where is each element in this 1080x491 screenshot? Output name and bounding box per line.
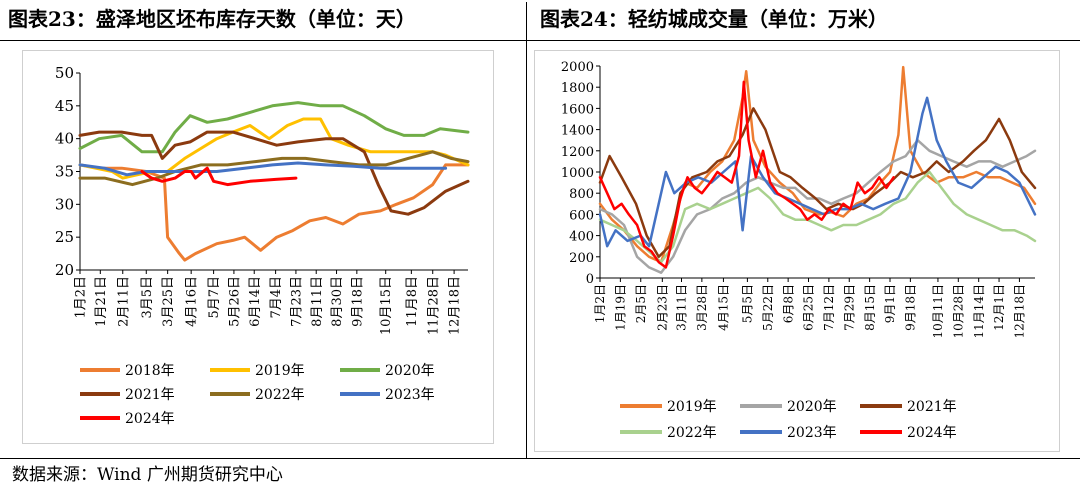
right-x-tick-label: 2月5日	[634, 284, 648, 323]
right-x-tick-label: 9月1日	[883, 284, 897, 323]
left-x-tick-label: 4月16日	[185, 276, 200, 327]
right-legend-label: 2020年	[787, 399, 837, 415]
right-y-tick-label: 400	[569, 230, 594, 245]
left-x-tick-label: 3月5日	[140, 276, 155, 319]
left-y-tick-label: 40	[55, 130, 74, 148]
right-y-tick-label: 1400	[561, 124, 594, 139]
right-x-tick-label: 4月15日	[717, 284, 731, 331]
right-y-tick-label: 200	[569, 251, 594, 266]
left-y-tick-label: 20	[55, 261, 74, 279]
left-series-line	[78, 150, 470, 187]
left-x-tick-label: 8月11日	[310, 276, 325, 327]
right-x-tick-label: 9月18日	[904, 284, 918, 331]
right-x-tick-label: 3月11日	[675, 284, 689, 331]
bottom-rule	[0, 458, 1080, 459]
right-series-line	[598, 107, 1037, 259]
right-y-tick-label: 1200	[561, 145, 594, 160]
panel-divider	[526, 2, 527, 458]
right-series-line	[598, 80, 895, 269]
left-x-tick-label: 3月25日	[161, 276, 176, 327]
left-legend-label: 2023年	[385, 387, 435, 403]
left-series-line	[78, 101, 470, 154]
left-x-tick-label: 11月28日	[426, 276, 441, 335]
right-series-line	[598, 170, 1037, 264]
right-volume-chart: 0 200 400 600 800 1000 1200 1400 1600 1800 2000 1月2…	[561, 60, 1037, 441]
left-x-tick-label: 11月8日	[405, 276, 420, 327]
right-legend-label: 2021年	[907, 399, 957, 415]
left-legend-label: 2022年	[255, 387, 305, 403]
left-chart-frame	[22, 50, 494, 444]
left-y-tick-label: 25	[55, 228, 74, 246]
left-series-line	[78, 130, 470, 216]
left-chart-title: 图表23：盛泽地区坯布库存天数（单位：天）	[8, 7, 416, 31]
left-x-tick-label: 9月18日	[350, 276, 365, 327]
left-x-tick-label: 6月14日	[248, 276, 263, 327]
right-y-tick-label: 600	[569, 208, 594, 223]
left-x-tick-label: 2月11日	[116, 276, 131, 327]
source-note: 数据来源：Wind 广州期货研究中心	[12, 465, 283, 485]
right-y-tick-label: 1000	[561, 166, 594, 181]
left-legend-label: 2021年	[125, 387, 175, 403]
right-x-tick-label: 2月23日	[656, 284, 670, 331]
right-x-tick-label: 5月22日	[761, 284, 775, 331]
left-y-tick-label: 30	[55, 195, 74, 213]
left-inventory-chart: 20 25 30 35 40 45 50 1月2日 1月21日 2月11日 3月5日 3月25日 4月1…	[55, 64, 470, 427]
left-x-tick-label: 1月21日	[94, 276, 109, 327]
right-chart-title: 图表24：轻纺城成交量（单位：万米）	[540, 7, 888, 31]
left-legend-label: 2019年	[255, 363, 305, 379]
right-legend-label: 2024年	[907, 425, 957, 441]
right-x-tick-label: 3月28日	[695, 284, 709, 331]
right-y-tick-label: 1800	[561, 81, 594, 96]
right-x-tick-label: 8月15日	[863, 284, 877, 331]
left-x-tick-label: 1月2日	[74, 276, 89, 319]
left-y-tick-label: 45	[55, 97, 74, 115]
right-y-tick-label: 1600	[561, 102, 594, 117]
right-y-tick-label: 0	[586, 272, 594, 287]
left-series-line	[78, 161, 448, 177]
left-y-tick-label: 50	[55, 64, 74, 82]
right-chart-frame	[534, 50, 1060, 452]
right-x-tick-label: 1月2日	[593, 284, 607, 323]
right-legend-label: 2023年	[787, 425, 837, 441]
right-x-tick-label: 7月12日	[822, 284, 836, 331]
right-y-tick-label: 800	[569, 187, 594, 202]
right-legend-label: 2019年	[667, 399, 717, 415]
right-x-tick-label: 7月29日	[842, 284, 856, 331]
right-x-tick-label: 12月18日	[1013, 284, 1027, 339]
right-series-line	[598, 96, 1037, 248]
right-x-tick-label: 1月19日	[614, 284, 628, 331]
left-x-tick-label: 5月7日	[207, 276, 222, 319]
right-y-tick-label: 2000	[561, 60, 594, 75]
left-legend-label: 2024年	[125, 411, 175, 427]
left-x-tick-label: 7月4日	[269, 276, 284, 319]
right-x-tick-label: 12月1日	[992, 284, 1006, 331]
left-legend-label: 2020年	[385, 363, 435, 379]
left-x-tick-label: 8月30日	[330, 276, 345, 327]
right-x-tick-label: 5月5日	[741, 284, 755, 323]
left-x-tick-label: 10月15日	[379, 276, 394, 335]
left-x-tick-label: 5月26日	[227, 276, 242, 327]
left-series-line	[78, 163, 470, 262]
left-x-tick-label: 12月18日	[448, 276, 463, 335]
left-x-tick-label: 7月23日	[289, 276, 304, 327]
right-series-line	[598, 138, 1037, 274]
right-x-tick-label: 6月8日	[781, 284, 795, 323]
right-legend-label: 2022年	[667, 425, 717, 441]
right-x-tick-label: 10月11日	[931, 284, 945, 339]
left-series-line	[140, 166, 298, 187]
left-legend-label: 2018年	[125, 363, 175, 379]
top-rule	[0, 40, 1080, 41]
right-x-tick-label: 10月28日	[952, 284, 966, 339]
left-y-tick-label: 35	[55, 163, 74, 181]
right-x-tick-label: 6月25日	[802, 284, 816, 331]
right-x-tick-label: 11月14日	[972, 284, 986, 339]
